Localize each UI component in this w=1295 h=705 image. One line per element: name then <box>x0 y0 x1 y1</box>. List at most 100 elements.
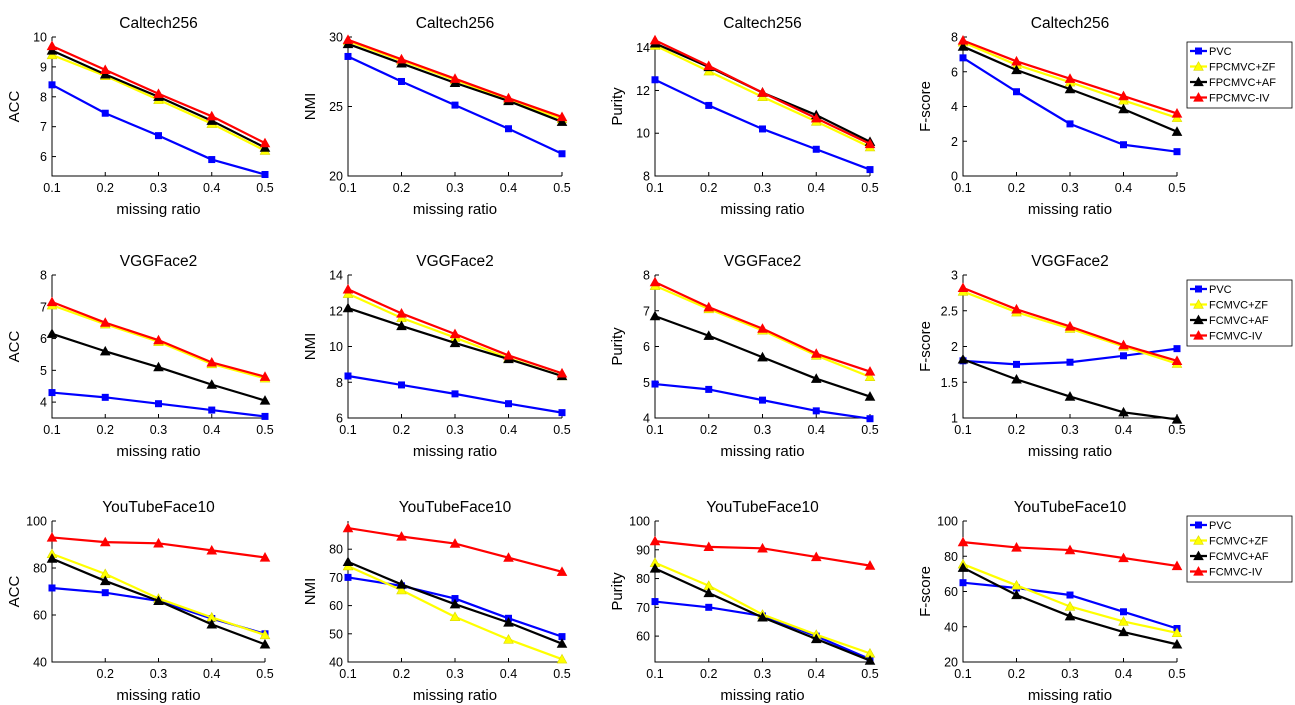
panel-11: YouTubeFace10 missing ratio Purity 0.1 0.2 0.… <box>609 499 879 704</box>
x-tick-label: 0.5 <box>553 181 570 195</box>
y-tick-label: 60 <box>329 599 343 613</box>
series-4-point <box>1011 55 1022 66</box>
y-tick-label: 10 <box>636 127 650 141</box>
series-1-point <box>155 132 162 140</box>
x-tick-label: 0.4 <box>808 667 825 681</box>
panel-2: Caltech256 missing ratio NMI 0.1 0.2 0.3 0.4 0.… <box>302 15 571 218</box>
y-tick-label: 100 <box>629 515 650 529</box>
x-axis-label: missing ratio <box>116 687 200 704</box>
x-tick-label: 0.2 <box>97 423 114 437</box>
x-tick-label: 0.1 <box>43 181 60 195</box>
panel-1: Caltech256 missing ratio ACC 0.1 0.2 0.3 0.4 0.… <box>6 15 274 218</box>
y-axis-label: F-score <box>917 81 934 132</box>
series-3-point <box>864 391 876 401</box>
series-3-point <box>449 598 461 609</box>
x-tick-label: 0.3 <box>1061 667 1078 681</box>
series-4-point <box>556 367 568 378</box>
series-4-point <box>1064 321 1076 331</box>
x-tick-label: 0.2 <box>393 423 410 437</box>
legend-marker <box>1195 521 1202 529</box>
legend-marker <box>1193 299 1204 309</box>
panel-12: YouTubeFace10 missing ratio F-score 0.1 0.2 0… <box>917 499 1186 704</box>
x-tick-label: 0.3 <box>754 181 771 195</box>
series-4-point <box>864 560 876 570</box>
series-1-point <box>101 109 109 117</box>
series-1-point <box>1173 148 1181 156</box>
series-4-point <box>649 276 661 287</box>
y-axis-label: Purity <box>609 327 626 366</box>
series-3-point <box>396 320 407 331</box>
series-1-point <box>651 76 659 84</box>
x-tick-label: 0.4 <box>500 181 517 195</box>
legend-entry: FPCMVC+AF <box>1209 77 1276 89</box>
series-3-point <box>342 302 354 313</box>
series-3-point <box>649 310 661 321</box>
x-tick-label: 0.5 <box>1168 423 1185 437</box>
series-3-point <box>503 617 514 627</box>
legend-2: PVC FCMVC+ZF FCMVC+AF FCMVC-IV <box>1186 279 1293 347</box>
chart-title: VGGFace2 <box>724 253 802 270</box>
x-tick-label: 0.2 <box>1008 667 1025 681</box>
x-tick-label: 0.1 <box>646 423 663 437</box>
legend-entry: FCMVC-IV <box>1209 331 1263 343</box>
series-1-point <box>1066 358 1074 366</box>
y-tick-label: 8 <box>40 269 47 283</box>
y-tick-label: 40 <box>944 620 958 634</box>
series-4-point <box>957 282 969 293</box>
x-tick-label: 0.3 <box>150 667 167 681</box>
series-4-point <box>503 552 514 562</box>
x-tick-label: 0.3 <box>150 181 167 195</box>
chart-title: YouTubeFace10 <box>1014 499 1127 516</box>
legend-entry: PVC <box>1209 520 1232 532</box>
series-3-point <box>1171 414 1183 424</box>
legend-entry: FPCMVC+ZF <box>1209 62 1276 74</box>
series-3-point <box>99 345 111 356</box>
series-4-point <box>1171 108 1183 118</box>
series-1-point <box>705 603 713 611</box>
y-tick-label: 7 <box>40 120 47 134</box>
y-tick-label: 8 <box>336 376 343 390</box>
axes-frame <box>962 521 1177 663</box>
series-4-point <box>864 138 876 149</box>
legend-entry: FPCMVC-IV <box>1209 93 1270 105</box>
panel-9: YouTubeFace10 missing ratio ACC 0.2 0.3 0.4 0.… <box>6 499 274 704</box>
y-tick-label: 70 <box>329 571 343 585</box>
x-axis-label: missing ratio <box>1028 443 1112 460</box>
series-4-point <box>1171 355 1183 365</box>
y-tick-label: 4 <box>951 100 958 114</box>
series-4-point <box>396 531 407 541</box>
y-tick-label: 60 <box>636 630 650 644</box>
legend-3: PVC FCMVC+ZF FCMVC+AF FCMVC-IV <box>1186 515 1293 583</box>
y-axis-label: NMI <box>302 578 319 606</box>
y-axis-label: NMI <box>302 93 319 121</box>
series-4-point <box>1011 542 1022 552</box>
series-4-point <box>757 542 768 553</box>
series-3-point <box>153 361 164 372</box>
x-tick-label: 0.4 <box>203 667 220 681</box>
x-tick-label: 0.4 <box>203 181 220 195</box>
y-axis-label: NMI <box>302 333 319 361</box>
y-tick-label: 70 <box>636 601 650 615</box>
series-3-point <box>1171 638 1183 649</box>
series-4-point <box>757 323 768 333</box>
y-tick-label: 2 <box>951 135 958 149</box>
x-tick-label: 0.4 <box>808 423 825 437</box>
y-tick-label: 5 <box>643 376 650 390</box>
x-tick-label: 0.1 <box>43 423 60 437</box>
series-3-point <box>757 611 768 622</box>
series-3-point <box>206 379 218 389</box>
x-tick-label: 0.2 <box>1008 423 1025 437</box>
legend-marker <box>1193 535 1204 545</box>
panel-4: Caltech256 missing ratio F-score 0.1 0.2 0.3 0… <box>917 15 1186 218</box>
y-tick-label: 100 <box>26 515 47 529</box>
axes-frame <box>654 521 870 663</box>
panel-7: VGGFace2 missing ratio Purity 0.1 0.2 0.3 0.4 0… <box>609 253 879 460</box>
series-3-point <box>703 587 715 598</box>
series-1-point <box>866 415 874 423</box>
series-4-point <box>810 551 822 562</box>
y-tick-label: 50 <box>329 627 343 641</box>
series-1-point <box>651 598 659 606</box>
series-2-point <box>1064 601 1076 611</box>
series-1-point <box>1120 352 1127 360</box>
series-3-point <box>703 330 715 340</box>
